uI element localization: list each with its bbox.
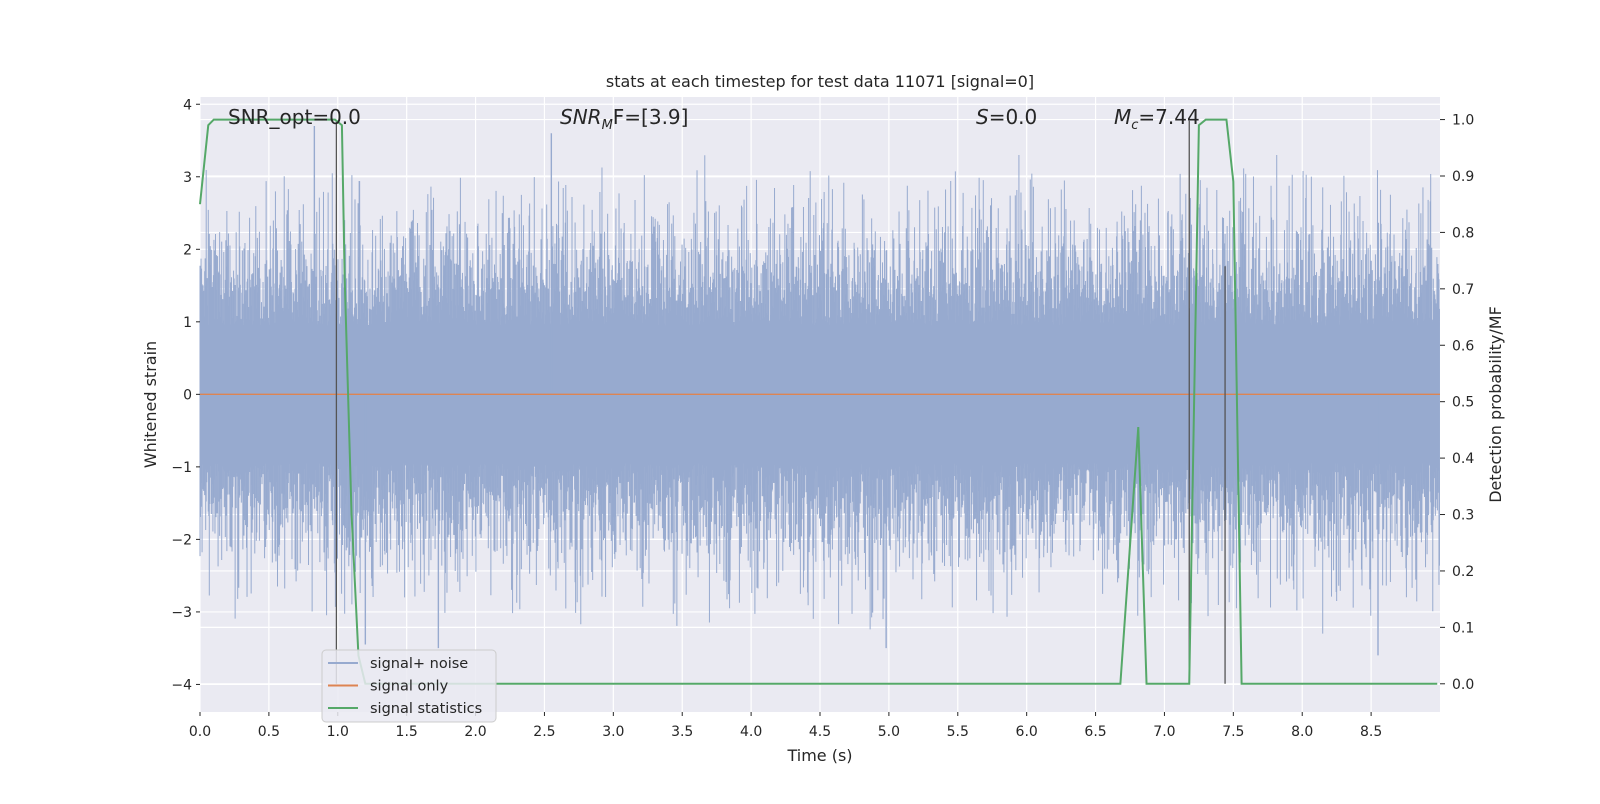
x-tick-label: 1.5	[396, 724, 418, 740]
y-axis-ticks: 4 3 2 1 0 −1 −2 −3 −4	[171, 97, 200, 693]
y-tick-label: −3	[171, 605, 192, 621]
x-tick-label: 3.5	[671, 724, 693, 740]
x-axis-label: Time (s)	[786, 746, 852, 765]
y-tick-label: 3	[183, 170, 192, 186]
legend-label-signal-only: signal only	[370, 679, 449, 695]
x-tick-label: 4.5	[809, 724, 831, 740]
chart-title: stats at each timestep for test data 110…	[606, 72, 1034, 91]
y-tick-label: −4	[171, 677, 192, 693]
y2-tick-label: 0.6	[1452, 338, 1474, 354]
annotation-snr-mf-main: SNR	[560, 105, 602, 129]
y2-tick-label: 0.4	[1452, 451, 1474, 467]
y2-tick-label: 0.2	[1452, 564, 1474, 580]
x-tick-label: 2.5	[533, 724, 555, 740]
y2-tick-label: 0.9	[1452, 169, 1474, 185]
y-tick-label: 4	[183, 97, 192, 113]
legend-box	[321, 649, 497, 723]
x-tick-label: 4.0	[740, 724, 762, 740]
x-tick-label: 7.0	[1153, 724, 1175, 740]
signal-noise-line	[199, 155, 1440, 634]
x-tick-label: 5.0	[878, 724, 900, 740]
y2-tick-label: 0.7	[1452, 282, 1474, 298]
y2-tick-label: 0.3	[1452, 508, 1474, 524]
y2-tick-label: 0.8	[1452, 225, 1474, 241]
y2-tick-label: 1.0	[1452, 113, 1474, 129]
x-tick-label: 5.5	[947, 724, 969, 740]
x-tick-label: 6.0	[1016, 724, 1038, 740]
y-tick-label: 1	[183, 315, 192, 331]
y2-axis-ticks: 1.0 0.9 0.8 0.7 0.6 0.5 0.4 0.3 0.2 0.1 0.0	[1440, 113, 1474, 693]
x-tick-label: 1.0	[327, 724, 349, 740]
signal-statistics-line	[199, 118, 1438, 685]
annotation-mc-sub: c	[1131, 118, 1138, 133]
y2-tick-label: 0.1	[1452, 620, 1474, 636]
y-tick-label: −2	[171, 532, 192, 548]
y-axis-label: Whitened strain	[141, 341, 160, 468]
y2-axis-label: Detection probability/MF	[1486, 306, 1505, 503]
annotation-s: S=0.0	[976, 105, 1037, 129]
x-tick-label: 7.5	[1222, 724, 1244, 740]
x-tick-label: 8.5	[1360, 724, 1382, 740]
x-tick-label: 6.5	[1084, 724, 1106, 740]
y2-tick-label: 0.0	[1452, 677, 1474, 693]
y-tick-label: 0	[183, 387, 192, 403]
annotation-snr-mf: SNRMF=[3.9]	[560, 105, 688, 133]
x-tick-label: 0.5	[258, 724, 280, 740]
legend-label-signal-noise: signal+ noise	[370, 656, 468, 672]
signal-noise-series	[199, 126, 1440, 656]
y2-tick-label: 0.5	[1452, 395, 1474, 411]
x-tick-label: 2.0	[464, 724, 486, 740]
x-tick-label: 3.0	[602, 724, 624, 740]
annotation-snr-mf-sub: M	[602, 118, 613, 133]
x-axis-ticks: 0.0 0.5 1.0 1.5 2.0 2.5 3.0 3.5 4.0 4.5 5.0 5.5 6.0 6…	[189, 712, 1382, 740]
x-tick-label: 0.0	[189, 724, 211, 740]
legend: signal+ noise signal only signal statist…	[321, 649, 497, 723]
legend-label-signal-statistics: signal statistics	[370, 701, 482, 717]
signal-statistics-series	[199, 118, 1438, 685]
annotation-mc: Mc=7.44	[1114, 105, 1200, 133]
annotation-mc-rest: =7.44	[1138, 105, 1199, 129]
annotation-mc-main: M	[1114, 105, 1131, 129]
annotation-s-main: S	[976, 105, 989, 129]
annotation-snr-opt: SNR_opt=0.0	[228, 105, 361, 129]
annotation-snr-mf-rest: F=[3.9]	[613, 105, 689, 129]
x-tick-label: 8.0	[1291, 724, 1313, 740]
vertical-markers	[335, 120, 1226, 684]
y-tick-label: 2	[183, 242, 192, 258]
y-tick-label: −1	[171, 460, 192, 476]
annotation-s-rest: =0.0	[989, 105, 1038, 129]
